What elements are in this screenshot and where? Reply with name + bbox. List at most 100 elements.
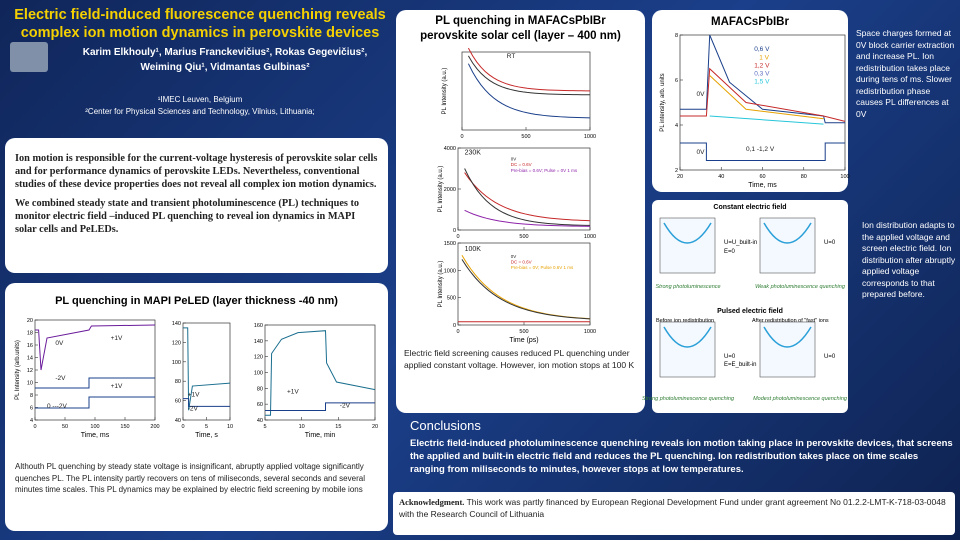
side-text: Space charges formed at 0V block carrier… (856, 28, 955, 119)
annotation: 0V (697, 91, 706, 98)
x-tick-label: 0 (181, 424, 184, 430)
ack-label: Acknowledgment. (399, 497, 465, 507)
x-axis-label: Time, s (195, 432, 218, 439)
y-tick-label: 2 (675, 168, 678, 174)
x-tick-label: 200 (150, 424, 159, 430)
x-tick-label: 10 (227, 424, 233, 430)
x-axis-label: Time, ms (748, 182, 777, 189)
y-tick-label: 4000 (444, 146, 456, 152)
curve (680, 142, 845, 162)
y-tick-label: 160 (254, 323, 263, 329)
annotation: 0V (55, 340, 64, 347)
x-tick-label: 10 (299, 424, 305, 430)
x-tick-label: 40 (718, 174, 724, 180)
diagram-label: E=E_built-in (724, 362, 757, 368)
y-tick-label: 100 (172, 360, 181, 366)
annotation: 0V (697, 149, 706, 156)
annotation: -2V (188, 405, 199, 412)
curve (35, 396, 155, 409)
ack-text: This work was partly financed by Europea… (399, 497, 946, 519)
curve (467, 63, 591, 119)
x-tick-label: 20 (677, 174, 683, 180)
curve (35, 377, 155, 389)
annotation: 230K (465, 150, 482, 157)
conclusions: Conclusions Electric field-induced photo… (410, 418, 955, 476)
y-axis-label: PL Intensity (a.u.) (438, 261, 444, 308)
y-tick-label: 1000 (444, 268, 456, 274)
x-tick-label: 0 (33, 424, 36, 430)
curve (464, 209, 591, 227)
y-tick-label: 0 (453, 323, 456, 329)
x-tick-label: 5 (263, 424, 266, 430)
y-axis-label: PL Intensity (a.u.) (442, 68, 448, 115)
device (759, 217, 816, 274)
curve (709, 115, 824, 125)
author-line: Karim Elkhouly¹, Marius Franckevičius², … (82, 47, 368, 58)
title-line: Electric field-induced fluorescence quen… (14, 7, 386, 23)
peled-panel: PL quenching in MAPI PeLED (layer thickn… (5, 283, 388, 531)
y-tick-label: 500 (447, 296, 456, 302)
x-tick-label: 1000 (584, 134, 596, 140)
paragraph: Electric field-induced photoluminescence… (410, 438, 953, 475)
x-tick-label: 500 (519, 234, 528, 240)
title-line: complex ion motion dynamics in perovskit… (20, 25, 380, 41)
annotation: 0,1 -1,2 V (746, 146, 775, 153)
panel-title: MAFACsPbIBr (711, 16, 789, 28)
x-tick-label: 500 (519, 329, 528, 335)
annotation: 0,6 V (754, 46, 770, 53)
diagram-heading: Constant electric field (713, 204, 786, 211)
annotation: RT (507, 53, 516, 60)
diagram-label: E=0 (724, 249, 736, 255)
annotation: Pre-bias = 0V; Pulse 0.6V 1 ms (511, 265, 574, 270)
y-tick-label: 18 (27, 331, 33, 337)
y-tick-label: 120 (254, 355, 263, 361)
x-axis-label: Time, ms (81, 432, 110, 439)
annotation: 0V (511, 156, 517, 161)
section-title: Conclusions (410, 418, 481, 433)
title-line: PL quenching in MAFACsPbIBr (435, 15, 606, 27)
y-tick-label: 8 (675, 33, 678, 39)
diagram-label: After redistribution of "fast" ions (752, 318, 829, 324)
diagram-label: U=0 (824, 240, 836, 246)
y-tick-label: 120 (172, 340, 181, 346)
y-tick-label: 140 (172, 321, 181, 327)
y-axis-label: PL Intensity (a.u.) (438, 166, 444, 213)
y-axis-label: PL Intensity (arb.units) (15, 340, 21, 400)
caption: Althouth PL quenching by steady state vo… (15, 462, 365, 494)
x-tick-label: 0 (460, 134, 463, 140)
annotation: 1,2 V (754, 62, 770, 69)
curve (467, 55, 591, 96)
y-tick-label: 8 (30, 393, 33, 399)
curve (183, 398, 230, 407)
annotation: 0,3 V (754, 71, 770, 78)
title-line: perovskite solar cell (layer – 400 nm) (420, 30, 621, 42)
x-tick-label: 100 (840, 174, 849, 180)
diagram-label: U=0 (824, 354, 836, 360)
authors: Karim Elkhouly¹, Marius Franckevičius², … (60, 45, 390, 75)
title: Electric field-induced fluorescence quen… (10, 6, 390, 42)
band (763, 326, 812, 348)
panel-title: PL quenching in MAFACsPbIBr perovskite s… (396, 14, 645, 44)
curve (35, 324, 156, 371)
axes (457, 242, 591, 326)
y-tick-label: 80 (257, 386, 263, 392)
y-tick-label: 6 (30, 406, 33, 412)
y-tick-label: 20 (27, 318, 33, 324)
diagram-label: U=0 (724, 354, 736, 360)
center-panel: PL quenching in MAFACsPbIBr perovskite s… (396, 10, 645, 413)
x-tick-label: 15 (335, 424, 341, 430)
x-tick-label: 150 (120, 424, 129, 430)
affiliation: ²Center for Physical Sciences and Techno… (85, 107, 315, 116)
annotation: +1V (287, 388, 299, 395)
y-tick-label: 60 (257, 402, 263, 408)
annotation: Pre-bias = 0.6V; Pulse = 0V 1 ms (511, 168, 578, 173)
y-tick-label: 4 (675, 123, 678, 129)
device (759, 321, 816, 378)
annotation: -2V (55, 375, 66, 382)
device (659, 217, 716, 274)
y-tick-label: 10 (27, 381, 33, 387)
diagram-label: U=U_built-in (724, 240, 757, 246)
annotation: 0V (511, 254, 517, 259)
y-tick-label: 40 (175, 418, 181, 424)
